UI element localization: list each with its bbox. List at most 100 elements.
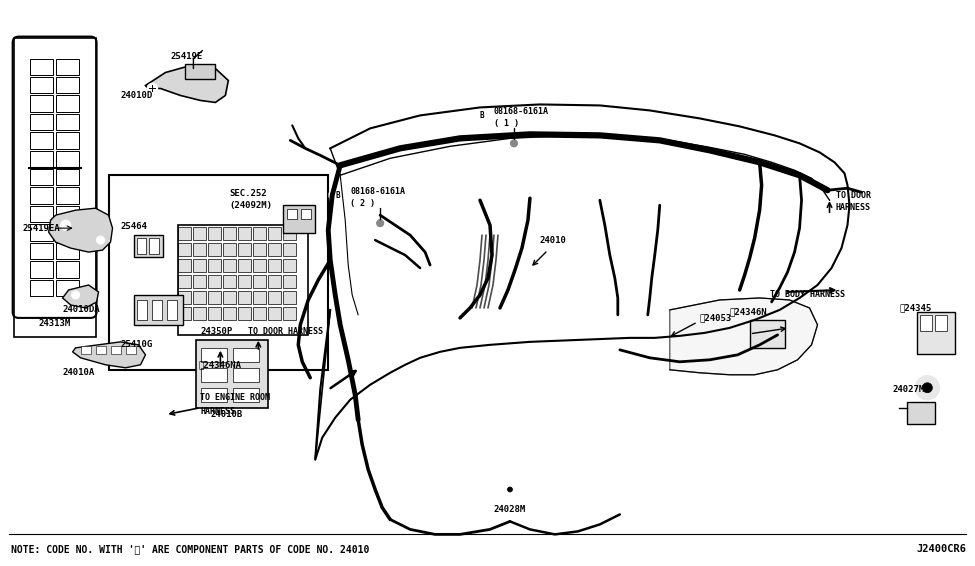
Bar: [288, 209, 297, 219]
Bar: [178, 275, 191, 288]
Bar: [185, 63, 215, 79]
Bar: [254, 243, 266, 256]
Bar: [238, 243, 252, 256]
Bar: [178, 307, 191, 320]
Bar: [268, 291, 282, 304]
Circle shape: [147, 84, 158, 93]
Bar: [196, 340, 268, 408]
Text: 24010B: 24010B: [211, 410, 243, 419]
Bar: [301, 209, 311, 219]
Bar: [56, 169, 79, 186]
Bar: [223, 243, 236, 256]
Bar: [193, 275, 207, 288]
Bar: [268, 243, 282, 256]
Bar: [136, 238, 146, 254]
Bar: [14, 37, 96, 337]
Circle shape: [60, 220, 70, 230]
Bar: [56, 206, 79, 222]
Polygon shape: [670, 298, 817, 375]
Bar: [223, 227, 236, 240]
Text: 24313M: 24313M: [38, 319, 71, 328]
Text: SEC.252: SEC.252: [229, 188, 267, 198]
Bar: [56, 280, 79, 296]
Text: 24027M: 24027M: [892, 385, 924, 395]
Text: ※24346NA: ※24346NA: [198, 361, 242, 369]
Polygon shape: [62, 285, 98, 308]
Text: HARNESS: HARNESS: [836, 203, 871, 212]
Text: TO DOOR: TO DOOR: [836, 191, 871, 200]
Bar: [29, 224, 53, 241]
Bar: [920, 315, 932, 331]
Bar: [96, 346, 105, 354]
Text: ※24346N: ※24346N: [729, 307, 767, 316]
Bar: [254, 291, 266, 304]
Circle shape: [511, 140, 518, 147]
Bar: [268, 227, 282, 240]
Bar: [134, 235, 164, 257]
Bar: [178, 259, 191, 272]
Bar: [202, 348, 227, 362]
Text: 24010: 24010: [540, 235, 566, 245]
Bar: [209, 275, 221, 288]
Bar: [56, 151, 79, 167]
Bar: [29, 151, 53, 167]
Text: NOTE: CODE NO. WITH '※' ARE COMPONENT PARTS OF CODE NO. 24010: NOTE: CODE NO. WITH '※' ARE COMPONENT PA…: [11, 544, 370, 554]
Bar: [209, 259, 221, 272]
Bar: [233, 348, 259, 362]
Bar: [284, 275, 296, 288]
Polygon shape: [49, 208, 112, 252]
Text: TO ENGINE ROOM: TO ENGINE ROOM: [201, 393, 270, 402]
Bar: [284, 307, 296, 320]
Bar: [110, 346, 121, 354]
Bar: [152, 300, 163, 320]
Text: 24010A: 24010A: [62, 368, 95, 378]
Bar: [137, 300, 147, 320]
Bar: [193, 243, 207, 256]
FancyBboxPatch shape: [13, 37, 97, 318]
Circle shape: [507, 487, 513, 492]
Bar: [56, 114, 79, 130]
Circle shape: [330, 186, 347, 204]
Bar: [238, 259, 252, 272]
Text: (24092M): (24092M): [229, 201, 272, 209]
Bar: [56, 58, 79, 75]
Bar: [56, 187, 79, 204]
Bar: [29, 96, 53, 112]
Text: 08168-6161A: 08168-6161A: [494, 107, 549, 116]
Bar: [233, 368, 259, 381]
Bar: [284, 243, 296, 256]
Text: 24010D: 24010D: [121, 91, 153, 100]
Bar: [193, 227, 207, 240]
Bar: [254, 227, 266, 240]
Bar: [202, 388, 227, 402]
Text: 25419E: 25419E: [171, 52, 203, 61]
Text: 08168-6161A: 08168-6161A: [350, 187, 406, 196]
Bar: [178, 291, 191, 304]
Text: HARNESS: HARNESS: [201, 407, 235, 416]
Text: TO DOOR HARNESS: TO DOOR HARNESS: [249, 327, 324, 336]
Bar: [223, 307, 236, 320]
Circle shape: [908, 368, 948, 408]
Text: ( 2 ): ( 2 ): [350, 199, 375, 208]
Bar: [209, 243, 221, 256]
Bar: [750, 320, 785, 348]
Bar: [56, 77, 79, 93]
Bar: [193, 307, 207, 320]
Bar: [193, 259, 207, 272]
Bar: [56, 132, 79, 149]
Bar: [233, 388, 259, 402]
Text: 24350P: 24350P: [201, 327, 233, 336]
Polygon shape: [145, 66, 228, 102]
Text: 24028M: 24028M: [494, 505, 526, 514]
Bar: [238, 227, 252, 240]
Circle shape: [71, 291, 80, 299]
Bar: [108, 175, 329, 370]
Text: ※24345: ※24345: [899, 303, 932, 312]
Bar: [268, 275, 282, 288]
Bar: [29, 132, 53, 149]
Bar: [284, 227, 296, 240]
Bar: [209, 291, 221, 304]
Bar: [935, 315, 948, 331]
Bar: [254, 275, 266, 288]
Bar: [223, 275, 236, 288]
